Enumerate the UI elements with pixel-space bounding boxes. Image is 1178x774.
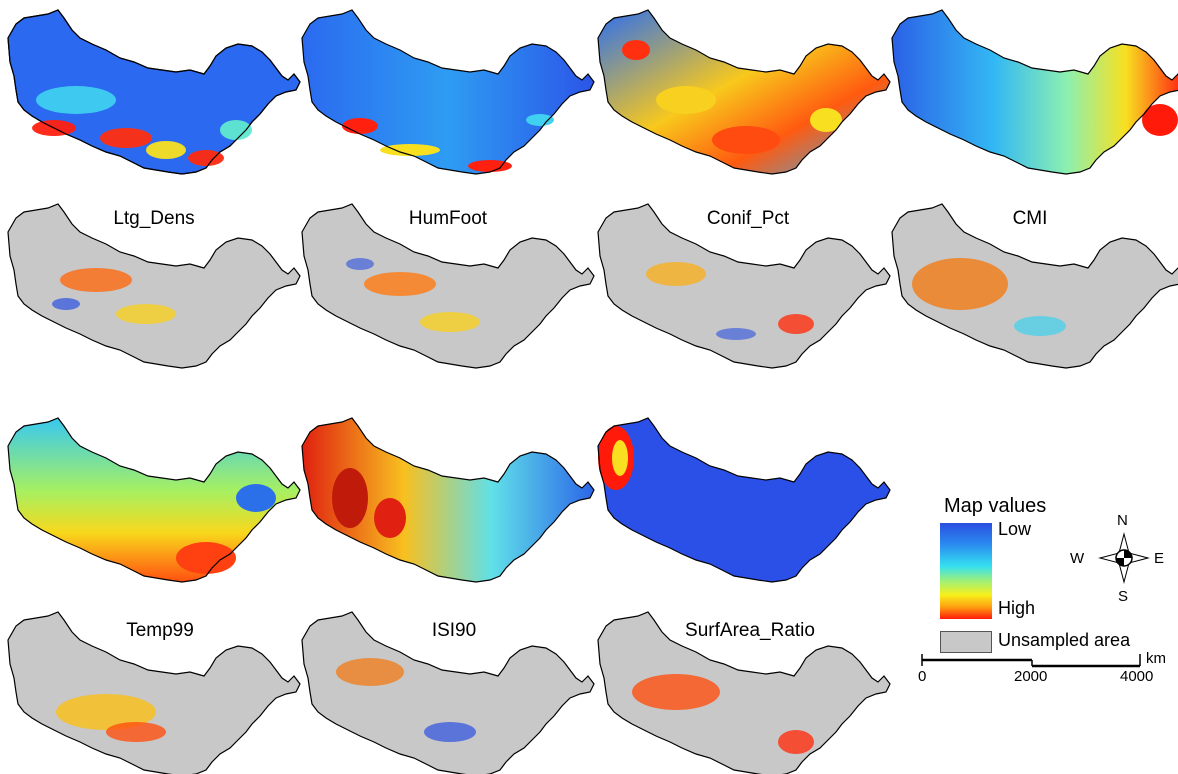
scale-tick-4000: 4000 [1120,668,1154,685]
panel-label-temp99: Temp99 [126,620,194,641]
surfarea-ratio-residual-map [596,611,896,774]
isi90-variable-map [300,417,600,593]
legend-color-ramp [940,523,992,619]
compass-w: W [1070,550,1085,567]
cmi-residual-map [890,203,1178,379]
scale-bar: 0 2000 4000 km [918,650,1178,702]
conif-pct-variable-map [596,9,896,185]
panel-label-surfarea-ratio: SurfArea_Ratio [685,620,815,641]
panel-label-humfoot: HumFoot [408,208,488,229]
compass-s: S [1118,588,1129,605]
conif-pct-residual-map [596,203,896,379]
cmi-variable-map [890,9,1178,185]
humfoot-variable-map [300,9,600,185]
ltg-dens-variable-map [6,9,306,185]
temp99-variable-map [6,417,306,593]
legend-high-label: High [998,598,1036,618]
scale-unit: km [1146,650,1166,667]
humfoot-residual-map [300,203,600,379]
surfarea-ratio-variable-map [596,417,896,593]
scale-tick-2000: 2000 [1014,668,1048,685]
legend-unsampled-swatch [940,631,992,653]
legend-low-label: Low [998,519,1032,539]
map-legend: Map values Low High Unsampled area [940,495,1178,675]
panel-label-ltg-dens: Ltg_Dens [113,208,195,229]
compass-rose-icon [1098,532,1150,584]
legend-unsampled-label: Unsampled area [998,630,1131,650]
north-arrow: N W E S [1068,512,1168,606]
panel-label-isi90: ISI90 [431,620,477,641]
scale-tick-0: 0 [918,668,927,685]
panel-label-cmi: CMI [1012,208,1048,229]
isi90-residual-map [300,611,600,774]
panel-label-conif-pct: Conif_Pct [706,208,790,229]
compass-n: N [1117,512,1128,529]
temp99-residual-map [6,611,306,774]
legend-title: Map values [944,495,1047,517]
ltg-dens-residual-map [6,203,306,379]
compass-e: E [1154,550,1165,567]
